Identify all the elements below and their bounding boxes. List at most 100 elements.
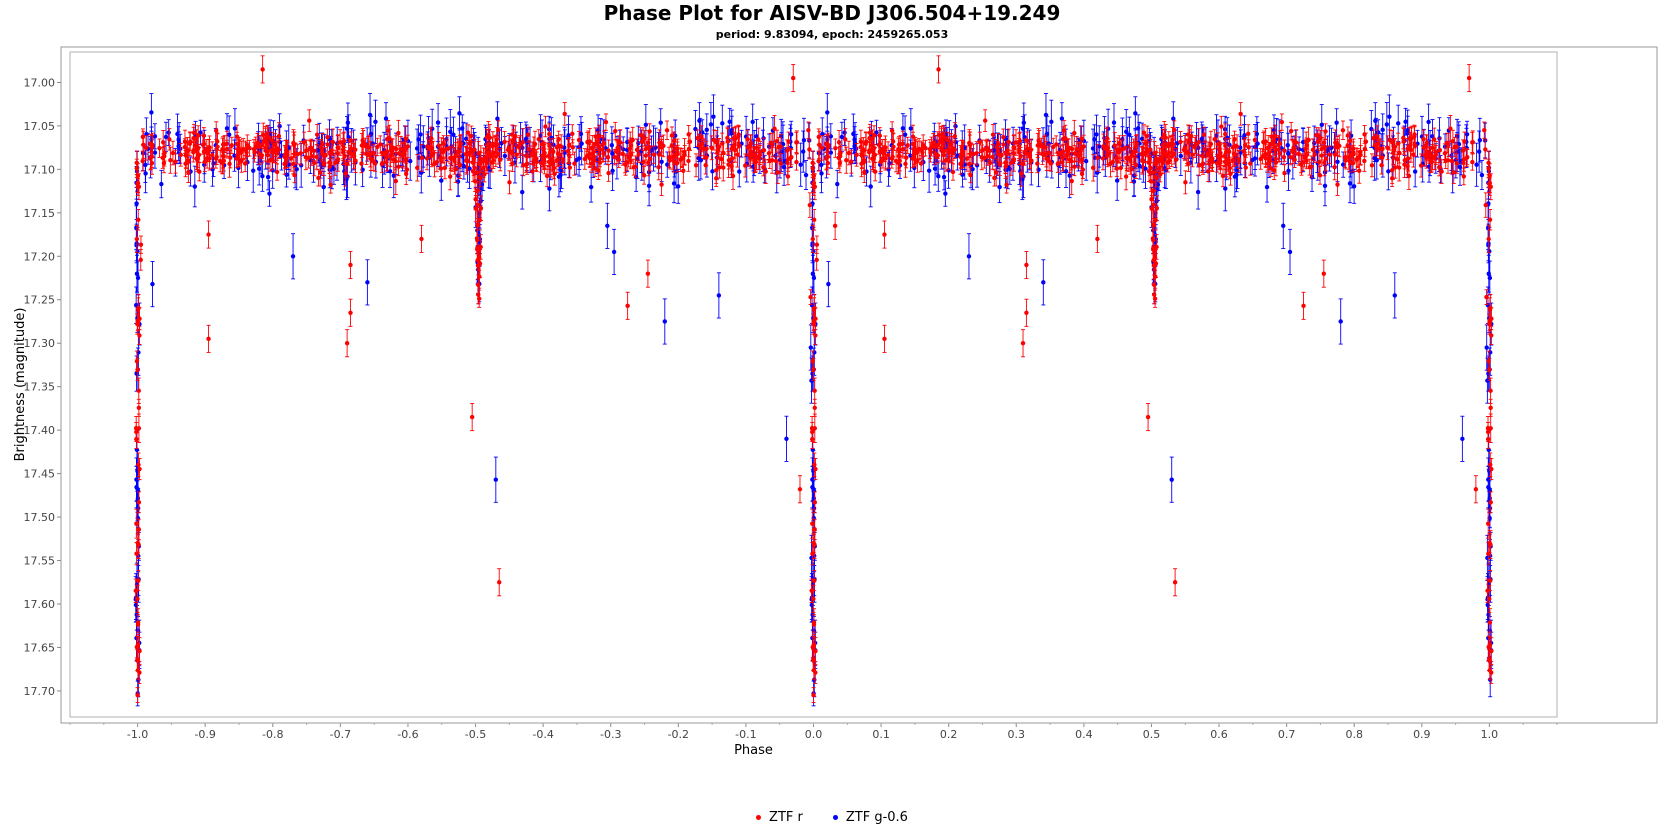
ztf-g-point xyxy=(750,119,755,125)
y-axis-label: Brightness (magnitude) xyxy=(13,308,28,462)
ztf-r-point xyxy=(1406,173,1412,179)
ztf-r-point xyxy=(1327,152,1333,157)
ztf-g-point xyxy=(1277,137,1282,142)
ztf-r-point xyxy=(1437,148,1443,153)
x-tick-label: 0.0 xyxy=(805,728,823,741)
ztf-g-point xyxy=(803,172,809,178)
ztf-g-point xyxy=(784,436,789,442)
y-tick-label: 17.05 xyxy=(24,120,56,133)
ztf-g-point xyxy=(1041,280,1046,285)
ztf-g-point xyxy=(391,173,396,178)
ztf-g-point xyxy=(1412,169,1418,174)
ztf-g-point xyxy=(1195,189,1201,195)
ztf-g-point xyxy=(1449,153,1454,158)
ztf-g-point xyxy=(1484,345,1489,350)
ztf-r-point xyxy=(1470,159,1475,165)
ztf-g-point xyxy=(801,149,806,154)
ztf-g-point xyxy=(704,127,709,133)
ztf-g-point xyxy=(665,162,670,167)
y-tick-label: 17.10 xyxy=(24,163,56,176)
ztf-r-point xyxy=(1095,155,1100,160)
ztf-g-point xyxy=(1487,275,1493,281)
ztf-r-point xyxy=(628,158,633,164)
ztf-r-point xyxy=(343,171,348,176)
x-tick-label: -0.2 xyxy=(668,728,689,741)
ztf-r-point xyxy=(1072,164,1077,169)
ztf-r-point xyxy=(1321,140,1327,145)
x-tick-label: -0.9 xyxy=(194,728,215,741)
ztf-g-point xyxy=(1135,154,1141,159)
ztf-g-point xyxy=(828,134,834,139)
ztf-r-point xyxy=(977,140,983,145)
ztf-r-point xyxy=(859,153,865,158)
ztf-g-point xyxy=(1094,132,1099,137)
ztf-r-point xyxy=(905,143,910,148)
ztf-g-point xyxy=(224,126,230,131)
ztf-g-point xyxy=(1049,119,1054,125)
ztf-r-point xyxy=(476,296,482,301)
ztf-g-point xyxy=(1043,112,1049,118)
ztf-r-point xyxy=(585,140,591,145)
ztf-g-point xyxy=(461,164,467,169)
ztf-g-point xyxy=(143,171,148,176)
ztf-g-point xyxy=(267,191,272,196)
y-tick-label: 17.65 xyxy=(24,641,56,654)
y-tick-label: 17.20 xyxy=(24,250,56,263)
ztf-r-point xyxy=(1369,163,1375,168)
ztf-r-point xyxy=(990,132,996,137)
ztf-g-point xyxy=(693,126,698,132)
ztf-r-point xyxy=(441,141,446,146)
x-tick-label: 0.1 xyxy=(872,728,890,741)
ztf-g-point xyxy=(1242,133,1247,138)
ztf-r-point xyxy=(836,140,842,145)
ztf-g-point xyxy=(1133,111,1138,116)
ztf-g-point xyxy=(1464,132,1470,137)
y-tick-label: 17.35 xyxy=(24,381,56,394)
ztf-g-point xyxy=(251,168,256,173)
ztf-g-point xyxy=(383,116,389,121)
ztf-r-point xyxy=(1392,144,1398,149)
ztf-r-point xyxy=(646,140,651,145)
ztf-g-point xyxy=(1285,142,1290,148)
ztf-g-point xyxy=(520,189,525,195)
ztf-g-point xyxy=(835,181,840,187)
ztf-r-point xyxy=(1483,202,1488,208)
ztf-g-point xyxy=(720,121,725,126)
ztf-g-point xyxy=(716,293,722,298)
ztf-g-point xyxy=(1046,141,1051,146)
ztf-g-point xyxy=(277,123,282,129)
x-tick-label: -1.0 xyxy=(127,728,148,741)
ztf-g-point xyxy=(134,201,139,206)
ztf-g-point xyxy=(711,114,716,119)
ztf-g-point xyxy=(149,110,154,115)
ztf-g-point xyxy=(418,132,423,137)
y-tick-label: 17.40 xyxy=(24,424,56,437)
x-tick-label: -0.1 xyxy=(735,728,756,741)
x-tick-label: -0.7 xyxy=(330,728,351,741)
ztf-r-point xyxy=(520,139,526,145)
ztf-r-point xyxy=(1196,139,1202,145)
ztf-g-point xyxy=(1426,119,1431,125)
ztf-g-point xyxy=(908,126,914,131)
ztf-r-point xyxy=(1444,140,1450,146)
x-axis-label: Phase xyxy=(734,743,773,758)
ztf-g-point xyxy=(727,119,732,124)
ztf-g-point xyxy=(192,184,198,189)
ztf-g-point xyxy=(970,166,975,172)
ztf-g-point xyxy=(675,184,681,189)
ztf-r-point xyxy=(1282,170,1287,176)
ztf-g-point xyxy=(135,275,141,281)
ztf-g-point xyxy=(611,249,617,255)
ztf-r-point xyxy=(794,159,799,165)
ztf-g-point xyxy=(902,132,908,137)
x-tick-label: -0.5 xyxy=(465,728,486,741)
ztf-g-point xyxy=(1296,147,1302,152)
ztf-g-point xyxy=(1111,120,1117,125)
ztf-g-point xyxy=(365,280,370,285)
ztf-g-point xyxy=(1255,141,1260,146)
ztf-r-point xyxy=(768,140,774,146)
ztf-g-point xyxy=(932,166,938,171)
ztf-g-point xyxy=(1090,146,1096,151)
x-tick-label: 0.4 xyxy=(1075,728,1093,741)
ztf-g-point xyxy=(144,131,149,137)
